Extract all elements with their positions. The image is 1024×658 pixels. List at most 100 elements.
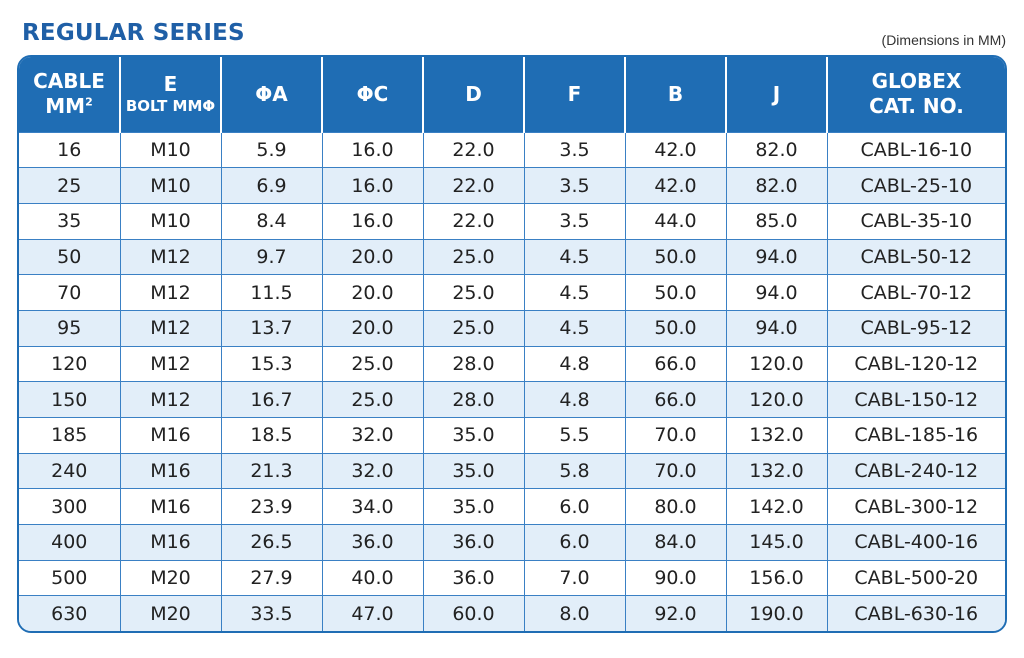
cell-phi-c: 20.0 [321, 309, 424, 347]
cell-bolt-size: M16 [119, 417, 222, 454]
cell-cat-no: CABL-95-12 [826, 309, 1005, 347]
cell-b: 90.0 [624, 559, 727, 597]
cell-phi-a: 16.7 [220, 381, 323, 418]
cell-d: 36.0 [422, 559, 525, 597]
header-b: B [624, 57, 727, 132]
cell-cat-no: CABL-16-10 [826, 131, 1005, 169]
cell-phi-a: 15.3 [220, 345, 323, 383]
cell-cable-size: 185 [19, 417, 121, 454]
cell-d: 25.0 [422, 274, 525, 311]
cell-cat-no: CABL-185-16 [826, 417, 1005, 454]
cell-j: 94.0 [725, 274, 828, 311]
cell-b: 70.0 [624, 452, 727, 490]
cell-d: 25.0 [422, 309, 525, 347]
cell-f: 4.5 [523, 309, 626, 347]
cell-j: 132.0 [725, 452, 828, 490]
header-globex-line2: CAT. NO. [869, 94, 964, 119]
cell-cable-size: 500 [19, 559, 121, 597]
header-row: CABLE MM2 E BOLT MMΦ ΦA ΦC D F B J GLOBE… [19, 57, 1005, 132]
cell-b: 70.0 [624, 417, 727, 454]
cell-f: 7.0 [523, 559, 626, 597]
cell-b: 92.0 [624, 595, 727, 631]
cell-b: 50.0 [624, 238, 727, 276]
cell-bolt-size: M16 [119, 524, 222, 561]
cell-d: 35.0 [422, 417, 525, 454]
header-e-line1: E [163, 72, 178, 97]
cell-cable-size: 400 [19, 524, 121, 561]
cell-f: 5.8 [523, 452, 626, 490]
cell-j: 94.0 [725, 238, 828, 276]
cell-f: 8.0 [523, 595, 626, 631]
cell-d: 28.0 [422, 381, 525, 418]
cell-cable-size: 630 [19, 595, 121, 631]
cell-bolt-size: M10 [119, 202, 222, 240]
table-row: 25 M10 6.9 16.0 22.0 3.5 42.0 82.0 CABL-25-10 [19, 167, 1005, 204]
cell-cable-size: 70 [19, 274, 121, 311]
cell-phi-c: 20.0 [321, 274, 424, 311]
dimensions-table-frame: CABLE MM2 E BOLT MMΦ ΦA ΦC D F B J GLOBE… [17, 55, 1007, 633]
cell-cat-no: CABL-300-12 [826, 488, 1005, 526]
cell-f: 5.5 [523, 417, 626, 454]
cell-phi-a: 6.9 [220, 167, 323, 204]
cell-f: 6.0 [523, 488, 626, 526]
cell-cat-no: CABL-25-10 [826, 167, 1005, 204]
header-phi-a: ΦA [220, 57, 323, 132]
cell-phi-a: 26.5 [220, 524, 323, 561]
table-row: 500 M20 27.9 40.0 36.0 7.0 90.0 156.0 CABL-500-2… [19, 559, 1005, 597]
cell-phi-a: 13.7 [220, 309, 323, 347]
cell-j: 82.0 [725, 131, 828, 169]
cell-phi-c: 34.0 [321, 488, 424, 526]
table-row: 16 M10 5.9 16.0 22.0 3.5 42.0 82.0 CABL-16-10 [19, 131, 1005, 169]
table-row: 630 M20 33.5 47.0 60.0 8.0 92.0 190.0 CABL-630-1… [19, 595, 1005, 631]
cell-phi-c: 20.0 [321, 238, 424, 276]
cell-d: 35.0 [422, 488, 525, 526]
cell-bolt-size: M20 [119, 595, 222, 631]
cell-cable-size: 25 [19, 167, 121, 204]
cell-d: 36.0 [422, 524, 525, 561]
cell-b: 50.0 [624, 274, 727, 311]
header-cable-superscript: 2 [85, 95, 93, 109]
header-globex-line1: GLOBEX [871, 69, 962, 94]
cell-cat-no: CABL-50-12 [826, 238, 1005, 276]
cell-j: 85.0 [725, 202, 828, 240]
cell-j: 132.0 [725, 417, 828, 454]
table-row: 240 M16 21.3 32.0 35.0 5.8 70.0 132.0 CABL-240-1… [19, 452, 1005, 490]
table-row: 150 M12 16.7 25.0 28.0 4.8 66.0 120.0 CABL-150-1… [19, 381, 1005, 418]
cell-b: 80.0 [624, 488, 727, 526]
cell-d: 60.0 [422, 595, 525, 631]
cell-f: 4.5 [523, 238, 626, 276]
cell-cable-size: 95 [19, 309, 121, 347]
table-body: 16 M10 5.9 16.0 22.0 3.5 42.0 82.0 CABL-16-10 25 M… [19, 131, 1005, 631]
cell-cable-size: 120 [19, 345, 121, 383]
cell-j: 190.0 [725, 595, 828, 631]
cell-d: 22.0 [422, 167, 525, 204]
cell-phi-c: 16.0 [321, 167, 424, 204]
cell-phi-c: 32.0 [321, 452, 424, 490]
cell-d: 25.0 [422, 238, 525, 276]
cell-f: 4.8 [523, 381, 626, 418]
cell-cable-size: 50 [19, 238, 121, 276]
table-row: 35 M10 8.4 16.0 22.0 3.5 44.0 85.0 CABL-35-10 [19, 202, 1005, 240]
cell-b: 42.0 [624, 167, 727, 204]
cell-j: 94.0 [725, 309, 828, 347]
cell-bolt-size: M16 [119, 488, 222, 526]
cell-cat-no: CABL-70-12 [826, 274, 1005, 311]
cell-d: 22.0 [422, 202, 525, 240]
cell-d: 28.0 [422, 345, 525, 383]
cell-bolt-size: M10 [119, 131, 222, 169]
cell-phi-c: 16.0 [321, 131, 424, 169]
header-cable-line1: CABLE [33, 69, 105, 94]
cell-bolt-size: M20 [119, 559, 222, 597]
cell-cable-size: 300 [19, 488, 121, 526]
table-header: CABLE MM2 E BOLT MMΦ ΦA ΦC D F B J GLOBE… [19, 57, 1005, 132]
cell-b: 66.0 [624, 381, 727, 418]
cell-j: 120.0 [725, 345, 828, 383]
cell-j: 120.0 [725, 381, 828, 418]
cell-phi-a: 9.7 [220, 238, 323, 276]
cell-cat-no: CABL-630-16 [826, 595, 1005, 631]
cell-f: 4.8 [523, 345, 626, 383]
cell-phi-c: 47.0 [321, 595, 424, 631]
cell-bolt-size: M16 [119, 452, 222, 490]
table-row: 50 M12 9.7 20.0 25.0 4.5 50.0 94.0 CABL-50-12 [19, 238, 1005, 276]
cell-b: 66.0 [624, 345, 727, 383]
